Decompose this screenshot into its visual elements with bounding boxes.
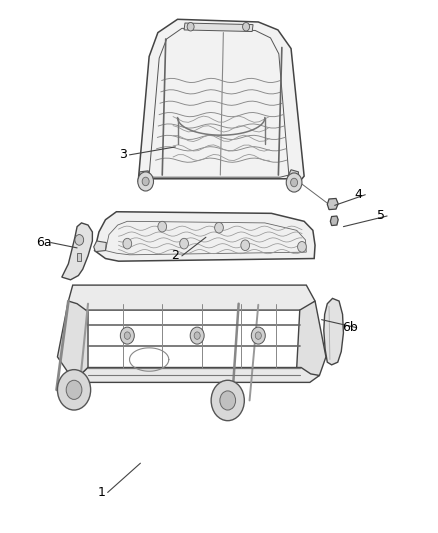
Circle shape bbox=[215, 222, 223, 233]
Text: 2: 2 bbox=[171, 249, 179, 262]
Circle shape bbox=[220, 391, 236, 410]
Polygon shape bbox=[95, 212, 315, 261]
Polygon shape bbox=[94, 241, 106, 252]
Circle shape bbox=[241, 240, 250, 251]
Circle shape bbox=[211, 380, 244, 421]
Circle shape bbox=[158, 221, 166, 232]
Polygon shape bbox=[297, 301, 326, 378]
Polygon shape bbox=[62, 223, 92, 280]
Circle shape bbox=[194, 332, 200, 340]
Circle shape bbox=[57, 369, 91, 410]
Circle shape bbox=[187, 22, 194, 31]
Polygon shape bbox=[138, 19, 304, 184]
Circle shape bbox=[297, 241, 306, 252]
Text: 5: 5 bbox=[377, 209, 385, 222]
Circle shape bbox=[243, 22, 250, 31]
Polygon shape bbox=[324, 298, 343, 365]
Circle shape bbox=[124, 332, 131, 340]
Polygon shape bbox=[330, 216, 338, 225]
Circle shape bbox=[120, 327, 134, 344]
Circle shape bbox=[123, 238, 132, 249]
Polygon shape bbox=[288, 169, 298, 184]
Circle shape bbox=[251, 327, 265, 344]
Text: 6a: 6a bbox=[36, 236, 52, 249]
Circle shape bbox=[290, 178, 297, 187]
Polygon shape bbox=[184, 23, 253, 31]
Circle shape bbox=[190, 327, 204, 344]
Text: 4: 4 bbox=[355, 188, 363, 201]
Circle shape bbox=[138, 172, 153, 191]
Text: 1: 1 bbox=[97, 486, 105, 499]
Polygon shape bbox=[140, 171, 149, 184]
Circle shape bbox=[66, 380, 82, 399]
Polygon shape bbox=[77, 253, 81, 261]
Circle shape bbox=[75, 235, 84, 245]
Polygon shape bbox=[57, 301, 88, 375]
Circle shape bbox=[180, 238, 188, 249]
Polygon shape bbox=[327, 198, 338, 209]
Polygon shape bbox=[68, 285, 315, 310]
Circle shape bbox=[255, 332, 261, 340]
Text: 3: 3 bbox=[119, 148, 127, 161]
Polygon shape bbox=[73, 368, 319, 382]
Circle shape bbox=[142, 177, 149, 185]
Circle shape bbox=[286, 173, 302, 192]
Text: 6b: 6b bbox=[342, 321, 358, 334]
